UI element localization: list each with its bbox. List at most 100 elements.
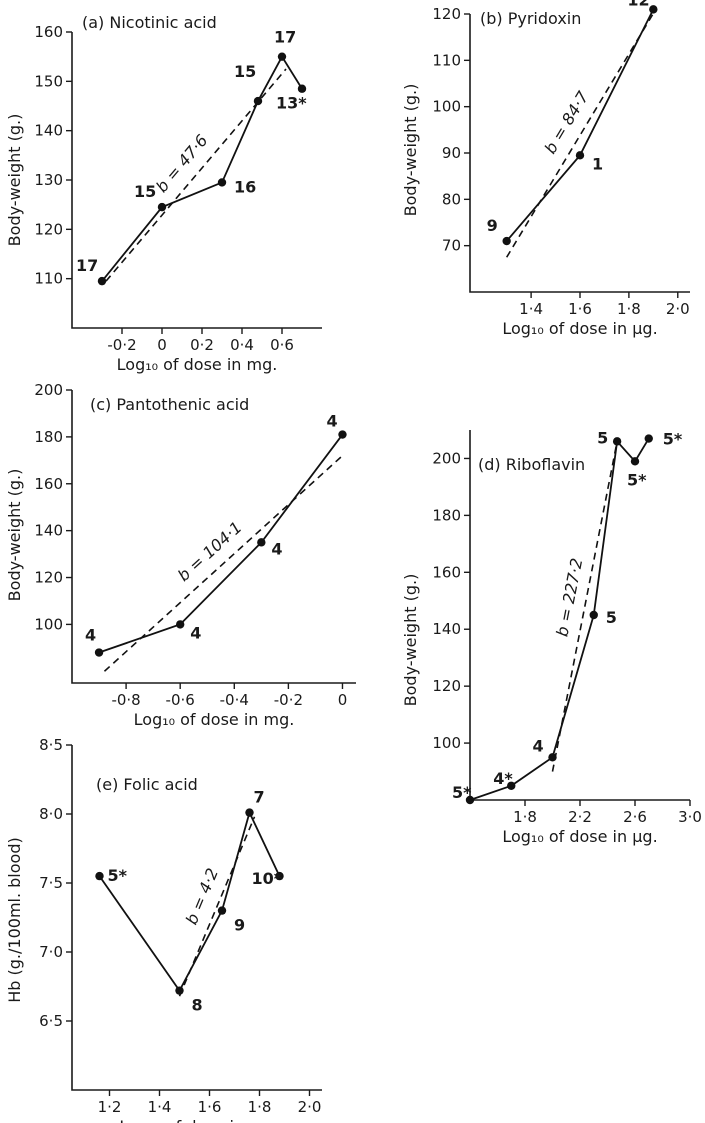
slope-label: b = 47·6 [152,131,211,196]
x-tick-label: 1·8 [617,300,641,318]
y-tick-label: 8·5 [39,736,63,754]
point-count-label: 5 [597,428,608,447]
y-tick-label: 160 [34,475,63,493]
slope-label: b = 104·1 [174,518,246,585]
data-point [297,84,307,93]
x-axis-label: Log₁₀ of dose in μg. [502,319,657,338]
data-point [95,871,104,881]
data-line [98,433,344,654]
y-tick-label: 7·0 [39,943,63,961]
data-point [338,430,347,439]
point-count-label: 5* [452,783,472,802]
point-count-label: 9 [234,916,245,935]
data-point [644,434,653,443]
y-tick-label: 140 [432,620,461,638]
panel-title: (a) Nicotinic acid [82,13,217,32]
y-tick-label: 120 [34,569,63,587]
x-tick-label: 0 [157,336,167,354]
x-tick-label: 2·6 [623,808,647,826]
data-point [630,457,640,466]
y-tick-label: 110 [432,51,461,69]
panel-pantothenic-acid: 100 120 140 160 180 200 -0·8 -0·6 -0·4 -0·2 0 Log₁₀… [5,381,356,729]
y-tick-label: 120 [34,220,63,238]
y-tick-label: 100 [34,615,63,633]
y-axis-label: Body-weight (g.) [401,574,420,707]
y-tick-label: 8·0 [39,805,63,823]
x-tick-label: 0·4 [230,336,254,354]
x-tick-label: 2·2 [568,808,592,826]
y-tick-label: 70 [442,237,461,255]
point-count-label: 8 [192,996,203,1015]
data-point [612,437,622,446]
x-tick-label: 1·6 [568,300,592,318]
x-axis-label: Log₁₀ of dose in μg. [502,827,657,846]
point-count-label: 15 [134,182,156,201]
x-tick-label: 0 [338,691,348,709]
x-tick-label: 0·6 [270,336,294,354]
y-tick-label: 80 [442,190,461,208]
y-tick-label: 150 [34,72,63,90]
data-point [465,795,475,805]
data-point [217,178,227,187]
x-tick-label: -0·4 [220,691,249,709]
axis-lines [71,32,322,329]
point-count-label: 4 [190,623,201,642]
x-axis-label: Log₁₀ of dose in μg. [119,1117,274,1123]
point-count-label: 4* [493,769,513,788]
point-count-label: 5 [606,608,617,627]
y-tick-label: 140 [34,522,63,540]
point-count-label: 15 [234,62,256,81]
regression-line [551,441,618,772]
panel-title: (c) Pantothenic acid [90,395,249,414]
y-axis-label: Body-weight (g.) [401,84,420,217]
data-point [175,986,184,995]
x-tick-label: 1·8 [248,1098,272,1116]
y-tick-label: 160 [432,563,461,581]
slope-label: b = 4·2 [182,865,222,927]
axis-lines [71,390,356,684]
x-tick-label: 0·2 [190,336,214,354]
y-tick-label: 90 [442,144,461,162]
point-count-label: 13* [276,94,307,113]
data-point [502,236,511,246]
regression-line [103,455,344,672]
data-point [257,538,266,547]
x-axis-label: Log₁₀ of dose in mg. [117,355,278,374]
point-count-label: 4 [533,736,544,755]
data-point [275,871,284,881]
data-point [507,781,516,790]
point-count-label: 17 [76,256,98,275]
regression-line [178,816,256,997]
data-point [157,202,167,212]
y-tick-label: 200 [432,449,461,467]
regression-line [505,8,657,258]
point-count-label: 5* [663,430,683,449]
x-tick-label: 1·2 [98,1098,122,1116]
panel-title: (b) Pyridoxin [480,9,581,28]
point-count-label: 7 [254,788,265,807]
panel-title: (d) Riboflavin [478,455,585,474]
x-tick-label: 3·0 [678,808,702,826]
point-count-label: 4 [85,626,96,645]
x-tick-label: 1·6 [198,1098,222,1116]
data-point [277,52,287,61]
axis-lines [71,745,322,1091]
point-count-label: 1 [592,154,603,173]
data-point [589,610,598,620]
y-tick-label: 130 [34,171,63,189]
y-tick-label: 6·5 [39,1012,63,1030]
axis-lines [469,430,690,801]
point-count-label: 4 [271,539,282,558]
x-tick-label: 1·4 [519,300,543,318]
data-point [575,151,585,160]
y-tick-label: 180 [432,506,461,524]
y-tick-label: 120 [432,677,461,695]
y-tick-label: 120 [432,5,461,23]
y-tick-label: 100 [432,734,461,752]
x-tick-label: -0·2 [107,336,136,354]
panel-title: (e) Folic acid [96,775,198,794]
data-line [101,54,303,282]
y-tick-label: 7·5 [39,874,63,892]
